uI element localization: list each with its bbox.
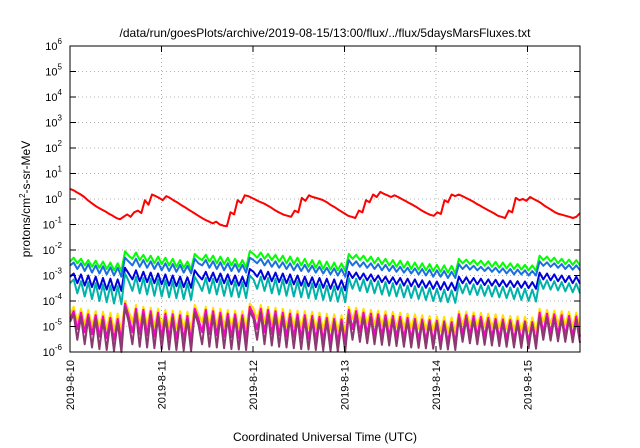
series-line-8 bbox=[69, 305, 581, 353]
y-axis-label-rest: -s-sr-MeV bbox=[19, 141, 33, 194]
y-tick-label: 103 bbox=[45, 114, 62, 130]
y-tick-label: 10-2 bbox=[43, 241, 63, 257]
y-tick-base: 10 bbox=[45, 118, 57, 130]
y-tick-label: 105 bbox=[45, 63, 62, 79]
y-tick-exponent: 6 bbox=[58, 37, 63, 46]
x-axis: 2019-8-10 2019-8-11 2019-8-12 2019-8-13 2019… bbox=[65, 46, 535, 410]
y-tick-exponent: -4 bbox=[55, 292, 63, 301]
grid-lines bbox=[70, 46, 580, 352]
y-tick-label: 102 bbox=[45, 139, 62, 155]
y-tick-exponent: 4 bbox=[58, 88, 63, 97]
series-line-5 bbox=[69, 272, 581, 306]
x-axis-label: Coordinated Universal Time (UTC) bbox=[233, 430, 417, 444]
x-tick-label: 2019-8-13 bbox=[340, 360, 352, 410]
y-tick-label: 100 bbox=[45, 190, 62, 206]
y-tick-exponent: -1 bbox=[55, 216, 63, 225]
y-tick-label: 101 bbox=[45, 165, 62, 181]
x-tick-label: 2019-8-11 bbox=[157, 360, 169, 409]
x-tick-label: 2019-8-14 bbox=[431, 360, 443, 410]
y-tick-exponent: -5 bbox=[55, 318, 63, 327]
x-tick-label: 2019-8-10 bbox=[65, 360, 77, 410]
series-layer bbox=[69, 187, 581, 353]
y-tick-exponent: -3 bbox=[55, 267, 63, 276]
y-tick-base: 10 bbox=[43, 322, 55, 334]
y-tick-label: 10-6 bbox=[43, 343, 63, 359]
y-tick-base: 10 bbox=[43, 220, 55, 232]
y-tick-label: 10-4 bbox=[43, 292, 63, 308]
chart-title: /data/run/goesPlots/archive/2019-08-15/1… bbox=[120, 26, 532, 40]
y-tick-label: 104 bbox=[45, 88, 62, 104]
y-tick-exponent: 2 bbox=[58, 139, 63, 148]
y-axis-label-superscript: 2 bbox=[18, 193, 27, 198]
y-tick-exponent: 5 bbox=[58, 63, 63, 72]
y-tick-base: 10 bbox=[43, 271, 55, 283]
series-line-4 bbox=[69, 266, 581, 292]
y-tick-label: 10-3 bbox=[43, 267, 63, 283]
series-line-3 bbox=[69, 256, 581, 279]
y-tick-base: 10 bbox=[45, 67, 57, 79]
y-tick-exponent: 0 bbox=[58, 190, 63, 199]
y-tick-base: 10 bbox=[45, 169, 57, 181]
y-tick-label: 106 bbox=[45, 37, 62, 53]
y-tick-exponent: -6 bbox=[55, 343, 63, 352]
y-tick-base: 10 bbox=[45, 143, 57, 155]
y-tick-exponent: 1 bbox=[58, 165, 63, 174]
y-tick-base: 10 bbox=[45, 41, 57, 53]
y-axis: 10-610-510-410-310-210-11001011021031041… bbox=[43, 37, 580, 359]
y-tick-exponent: -2 bbox=[55, 241, 63, 250]
y-tick-exponent: 3 bbox=[58, 114, 63, 123]
y-tick-base: 10 bbox=[43, 347, 55, 359]
series-line-1 bbox=[69, 187, 581, 228]
series-line-6 bbox=[69, 300, 581, 334]
y-tick-base: 10 bbox=[45, 194, 57, 206]
x-tick-label: 2019-8-12 bbox=[248, 360, 260, 410]
y-tick-label: 10-5 bbox=[43, 318, 63, 334]
y-axis-label: protons/cm2-s-sr-MeV bbox=[18, 141, 33, 257]
y-tick-base: 10 bbox=[45, 92, 57, 104]
x-tick-label: 2019-8-15 bbox=[523, 360, 535, 410]
y-tick-base: 10 bbox=[43, 245, 55, 257]
y-axis-label-main: protons/cm bbox=[19, 198, 33, 257]
y-tick-base: 10 bbox=[43, 296, 55, 308]
series-line-2 bbox=[69, 250, 581, 275]
y-tick-label: 10-1 bbox=[43, 216, 63, 232]
